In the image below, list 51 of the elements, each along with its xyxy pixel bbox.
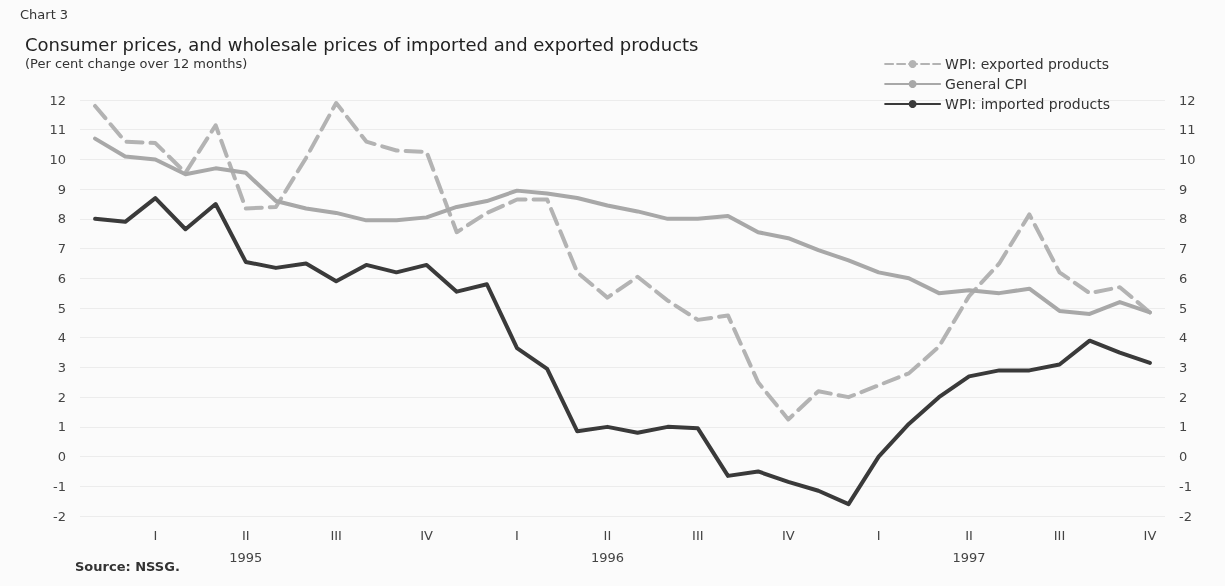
y-tick-label: 10 <box>49 151 66 167</box>
x-tick-label: II 1997 <box>952 527 986 565</box>
x-tick-label: III <box>330 527 342 543</box>
y2-tick-label: -1 <box>1179 478 1192 494</box>
caption: Chart 3 <box>20 7 69 22</box>
y-tick-label: 0 <box>57 449 66 465</box>
y-tick-label: 6 <box>57 270 66 286</box>
y2-tick-label: 3 <box>1179 359 1188 375</box>
y2-tick-label: 1 <box>1179 419 1188 435</box>
y2-tick-label: 0 <box>1179 449 1188 465</box>
chart-title: Consumer prices, and wholesale prices of imported and exported products <box>25 33 699 55</box>
y-tick-label: 7 <box>57 241 66 257</box>
y-tick-label: -1 <box>53 478 66 494</box>
y2-tick-label: 5 <box>1179 300 1188 316</box>
y2-tick-label: 8 <box>1179 211 1188 227</box>
x-tick-label: I <box>515 527 519 543</box>
legend-label: WPI: exported products <box>945 56 1110 72</box>
y2-tick-label: 7 <box>1179 241 1188 257</box>
x-tick-label: IV <box>781 527 795 543</box>
y2-tick-label: 4 <box>1179 330 1188 346</box>
y-tick-label: 12 <box>49 92 66 108</box>
y2-tick-label: 10 <box>1179 151 1196 167</box>
chart-subtitle: (Per cent change over 12 months) <box>25 56 248 71</box>
x-tick-label: IV <box>420 527 434 543</box>
y-tick-label: 8 <box>57 211 66 227</box>
y-tick-label: 11 <box>49 122 66 138</box>
x-tick-label: II 1995 <box>229 527 263 565</box>
y-tick-label: -2 <box>53 508 66 524</box>
y-tick-label: 4 <box>57 330 66 346</box>
x-tick-label: III <box>1053 527 1066 543</box>
legend-label: WPI: imported products <box>945 96 1111 112</box>
y-tick-label: 3 <box>57 359 66 375</box>
line-series <box>93 196 1152 507</box>
y-tick-label: 5 <box>57 300 66 316</box>
x-tick-label: III <box>692 527 704 543</box>
y-tick-label: 1 <box>57 419 66 435</box>
source-note: Source: NSSG. <box>75 559 180 574</box>
y-tick-label: 9 <box>57 181 66 197</box>
x-tick-label: II 1996 <box>590 527 624 565</box>
x-tick-label: IV <box>1143 527 1157 543</box>
y2-tick-label: 12 <box>1179 92 1196 108</box>
y2-tick-label: 2 <box>1179 389 1188 405</box>
legend-label: General CPI <box>945 76 1028 92</box>
y2-tick-label: 6 <box>1179 270 1188 286</box>
y-tick-label: 2 <box>57 389 66 405</box>
y2-tick-label: 9 <box>1179 181 1188 197</box>
x-tick-label: I <box>876 527 881 543</box>
x-tick-label: I <box>153 527 158 543</box>
y2-tick-label: -2 <box>1179 508 1192 524</box>
y2-tick-label: 11 <box>1179 122 1196 138</box>
line-series <box>93 100 1152 422</box>
